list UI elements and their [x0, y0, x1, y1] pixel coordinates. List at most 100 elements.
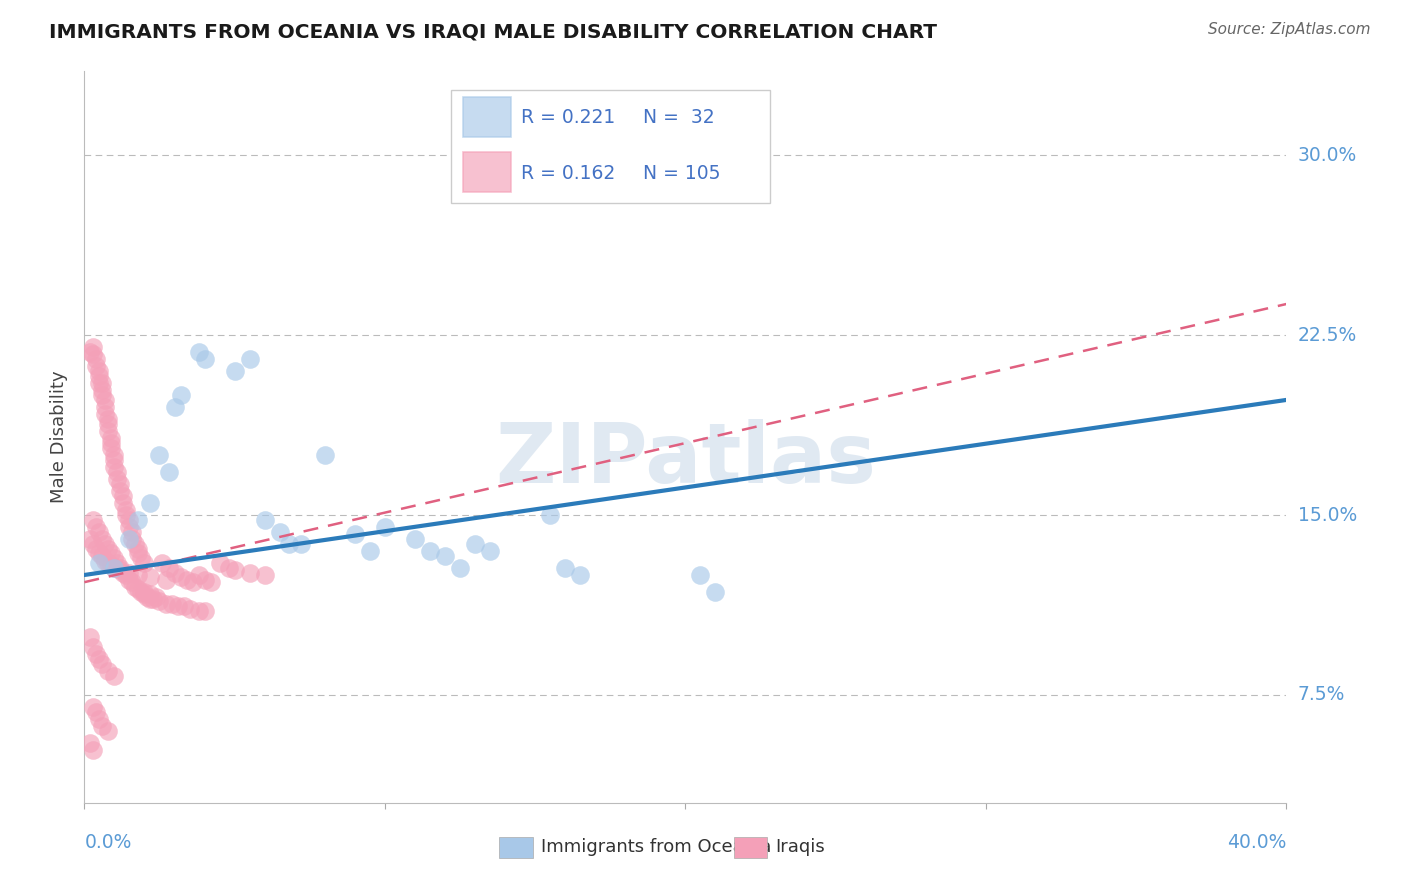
Point — [82, 640, 104, 654]
Point — [118, 513, 141, 527]
Text: 15.0%: 15.0% — [1298, 506, 1357, 524]
Point — [82, 347, 104, 361]
Point — [79, 345, 101, 359]
Point — [127, 568, 149, 582]
Point — [103, 561, 125, 575]
Point — [100, 546, 122, 560]
Point — [224, 563, 246, 577]
Point — [253, 568, 276, 582]
Text: N =  32: N = 32 — [644, 108, 716, 127]
Point — [134, 587, 156, 601]
Point — [224, 364, 246, 378]
Point — [127, 582, 149, 597]
Point — [89, 556, 111, 570]
Text: R = 0.221: R = 0.221 — [520, 108, 614, 127]
Point — [173, 599, 195, 614]
Point — [145, 590, 167, 604]
Bar — [734, 838, 768, 858]
Point — [91, 549, 114, 563]
Point — [434, 549, 457, 563]
Point — [155, 573, 177, 587]
Point — [91, 657, 114, 671]
Point — [82, 513, 104, 527]
Point — [110, 561, 132, 575]
Point — [290, 537, 312, 551]
Point — [160, 597, 183, 611]
Point — [269, 524, 291, 539]
Point — [82, 743, 104, 757]
Point — [94, 400, 117, 414]
Point — [187, 568, 209, 582]
Point — [103, 561, 125, 575]
Point — [194, 352, 217, 367]
Point — [479, 544, 502, 558]
Text: 22.5%: 22.5% — [1298, 326, 1357, 344]
Point — [142, 591, 165, 606]
Point — [152, 556, 174, 570]
Point — [89, 364, 111, 378]
Point — [110, 483, 132, 498]
Point — [155, 597, 177, 611]
Point — [103, 453, 125, 467]
Point — [100, 431, 122, 445]
Point — [97, 664, 120, 678]
Point — [704, 584, 727, 599]
Point — [121, 524, 143, 539]
Text: 0.0%: 0.0% — [84, 833, 132, 853]
Point — [148, 448, 170, 462]
Point — [118, 532, 141, 546]
Point — [89, 376, 111, 391]
Point — [79, 532, 101, 546]
Point — [103, 448, 125, 462]
Point — [194, 604, 217, 618]
Point — [115, 508, 138, 522]
Point — [139, 587, 162, 601]
Point — [720, 184, 742, 198]
Point — [107, 472, 129, 486]
Point — [86, 359, 108, 374]
Text: R = 0.162: R = 0.162 — [520, 164, 614, 183]
Point — [181, 575, 204, 590]
Point — [89, 712, 111, 726]
Point — [82, 537, 104, 551]
Point — [103, 460, 125, 475]
Point — [91, 532, 114, 546]
Point — [118, 566, 141, 580]
Point — [554, 561, 576, 575]
Point — [314, 448, 336, 462]
Point — [89, 368, 111, 383]
Point — [91, 384, 114, 398]
Point — [100, 558, 122, 573]
Text: N = 105: N = 105 — [644, 164, 721, 183]
Y-axis label: Male Disability: Male Disability — [51, 371, 69, 503]
Point — [569, 568, 592, 582]
Point — [110, 476, 132, 491]
Point — [179, 601, 201, 615]
Point — [374, 520, 396, 534]
Point — [163, 566, 186, 580]
Point — [82, 340, 104, 354]
Point — [97, 556, 120, 570]
Point — [97, 412, 120, 426]
Point — [121, 532, 143, 546]
Point — [253, 513, 276, 527]
Text: 40.0%: 40.0% — [1227, 833, 1286, 853]
Point — [118, 520, 141, 534]
Point — [112, 566, 135, 580]
Point — [194, 573, 217, 587]
Point — [100, 436, 122, 450]
Point — [107, 465, 129, 479]
Point — [139, 496, 162, 510]
Point — [94, 553, 117, 567]
Point — [166, 599, 188, 614]
Point — [82, 699, 104, 714]
Point — [343, 527, 366, 541]
Point — [110, 563, 132, 577]
Point — [208, 556, 231, 570]
Point — [176, 573, 198, 587]
Point — [86, 705, 108, 719]
Point — [97, 417, 120, 431]
FancyBboxPatch shape — [451, 90, 769, 203]
Bar — [499, 838, 533, 858]
Point — [419, 544, 441, 558]
